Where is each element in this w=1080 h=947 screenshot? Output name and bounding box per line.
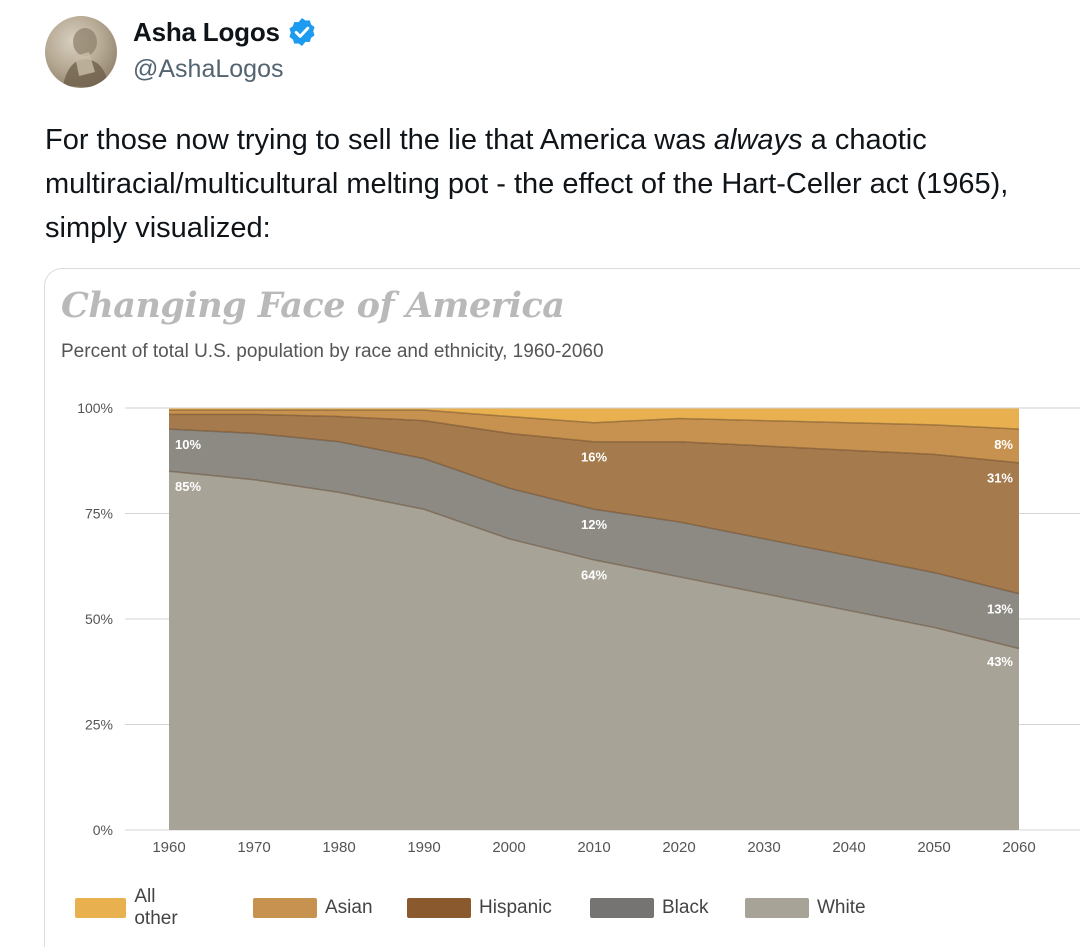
legend-item: All other xyxy=(75,886,190,929)
avatar-image xyxy=(63,28,109,88)
avatar[interactable] xyxy=(45,16,117,88)
legend-label: White xyxy=(817,897,866,918)
display-name[interactable]: Asha Logos xyxy=(133,16,280,47)
x-tick-label: 1980 xyxy=(322,839,355,856)
legend-label: Asian xyxy=(325,897,373,918)
data-label: 64% xyxy=(581,568,607,583)
y-tick-label: 75% xyxy=(85,506,113,522)
series-boundary-line xyxy=(168,428,1020,595)
author-name-row: Asha Logos xyxy=(133,16,318,48)
tweet-text-part-2: a chaotic multiracial/multicultural melt… xyxy=(45,124,1009,244)
x-tick-label: 2030 xyxy=(747,839,780,856)
tweet-text-part-1: For those now trying to sell the lie tha… xyxy=(45,124,714,156)
area-series-all-other xyxy=(169,408,1019,430)
x-tick-label: 1970 xyxy=(237,839,270,856)
verified-badge-icon xyxy=(286,16,318,48)
data-label: 8% xyxy=(994,437,1013,452)
legend-label: All other xyxy=(134,886,178,929)
legend-swatch xyxy=(253,898,317,918)
data-label: 43% xyxy=(987,654,1013,669)
x-tick-label: 1960 xyxy=(152,839,185,856)
area-series-asian xyxy=(169,410,1019,463)
tweet-text: For those now trying to sell the lie tha… xyxy=(45,118,1055,250)
legend-label: Black xyxy=(662,897,709,918)
area-series-white xyxy=(169,471,1019,830)
series-boundary-line xyxy=(169,413,1020,464)
legend-swatch xyxy=(75,898,127,918)
area-series-black xyxy=(169,429,1019,649)
legend-item: Asian xyxy=(253,895,373,921)
x-tick-label: 2000 xyxy=(492,839,525,856)
x-tick-label: 2040 xyxy=(832,839,865,856)
data-label: 16% xyxy=(581,450,607,465)
y-tick-label: 25% xyxy=(85,717,113,733)
legend-swatch xyxy=(745,898,809,918)
data-label: 31% xyxy=(987,471,1013,486)
data-label: 13% xyxy=(987,601,1013,616)
handle[interactable]: @AshaLogos xyxy=(133,55,284,83)
tweet-media-image[interactable]: Changing Face of America Percent of tota… xyxy=(44,268,1080,947)
x-tick-label: 2020 xyxy=(662,839,695,856)
legend-item: White xyxy=(745,895,866,921)
data-label: 12% xyxy=(581,517,607,532)
legend-label: Hispanic xyxy=(479,897,552,918)
y-tick-label: 50% xyxy=(85,611,113,627)
x-tick-label: 1990 xyxy=(407,839,440,856)
chart-subtitle: Percent of total U.S. population by race… xyxy=(61,341,604,362)
x-tick-label: 2060 xyxy=(1002,839,1035,856)
y-tick-label: 100% xyxy=(77,400,113,416)
chart-title: Changing Face of America xyxy=(61,285,565,326)
x-tick-label: 2010 xyxy=(577,839,610,856)
series-boundary-line xyxy=(168,470,1020,650)
y-tick-label: 0% xyxy=(93,822,113,838)
tweet-text-italic: always xyxy=(713,124,803,156)
area-chart: 0% 25% 50% 75% 100% 1960 1970 1980 1990 2000 2010 2… xyxy=(77,400,1080,856)
legend-swatch xyxy=(407,898,471,918)
x-tick-label: 2050 xyxy=(917,839,950,856)
area-series-hispanic xyxy=(169,414,1019,594)
legend-swatch xyxy=(590,898,654,918)
legend-item: Black xyxy=(590,895,708,921)
series-boundary-line xyxy=(169,409,1020,430)
legend-item: Hispanic xyxy=(407,895,552,921)
data-label: 10% xyxy=(175,437,201,452)
data-label: 85% xyxy=(175,479,201,494)
